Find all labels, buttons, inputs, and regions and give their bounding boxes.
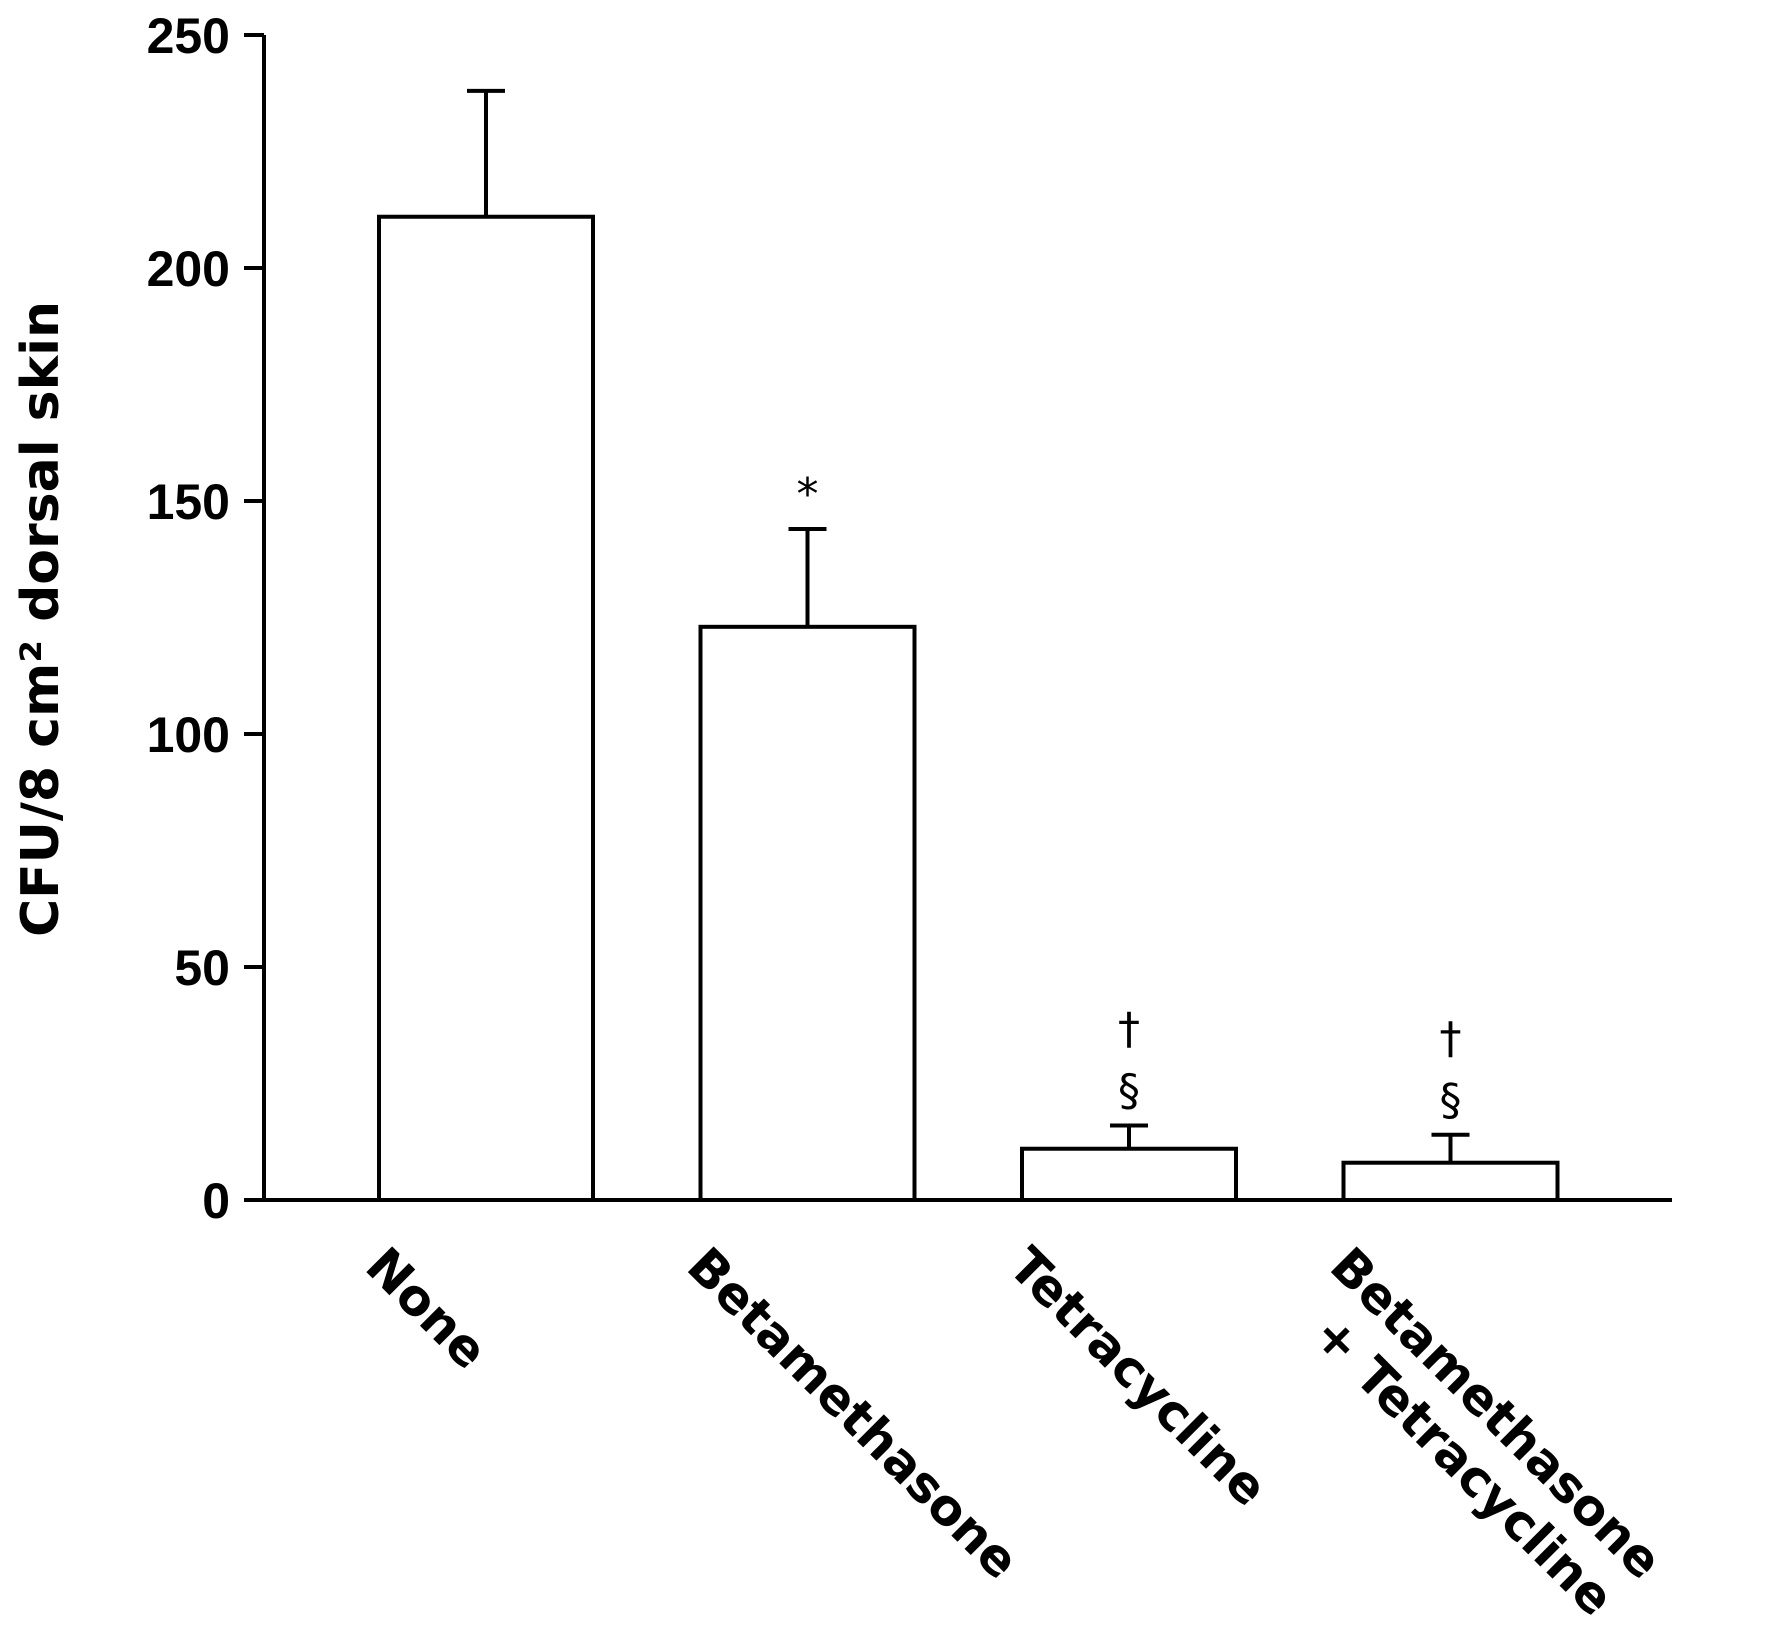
x-tick-label-line: None <box>355 1236 499 1380</box>
x-tick-label: Tetracycline <box>998 1236 1279 1517</box>
significance-marker: † <box>1118 1003 1140 1054</box>
bars <box>377 88 1560 1203</box>
bar <box>1020 1146 1238 1202</box>
significance-marker: † <box>1440 1013 1462 1064</box>
y-tick-label: 0 <box>202 1173 230 1229</box>
x-tick-label: None <box>355 1236 499 1380</box>
x-tick-label-line: Tetracycline <box>998 1236 1279 1517</box>
x-tick-label-line: Betamethasone <box>676 1236 1030 1590</box>
y-tick-label: 100 <box>147 707 230 763</box>
x-tick-label: Betamethasone <box>676 1236 1030 1590</box>
significance-marker: * <box>797 469 819 520</box>
significance-markers: * § † § † <box>797 469 1462 1126</box>
bar <box>698 624 917 1202</box>
y-tick-label: 50 <box>174 940 230 996</box>
significance-marker: § <box>1440 1075 1462 1126</box>
y-axis-title: CFU/8 cm² dorsal skin <box>11 301 71 937</box>
bar <box>1341 1160 1560 1202</box>
significance-marker: § <box>1118 1065 1140 1116</box>
y-tick-label: 250 <box>147 8 230 64</box>
bar <box>377 214 595 1203</box>
y-axis: 0 50 100 150 200 250 <box>147 8 266 1229</box>
y-tick-label: 150 <box>147 474 230 530</box>
y-tick-label: 200 <box>147 241 230 297</box>
x-tick-label: Betamethasone+ Tetracycline <box>1302 1236 1673 1627</box>
